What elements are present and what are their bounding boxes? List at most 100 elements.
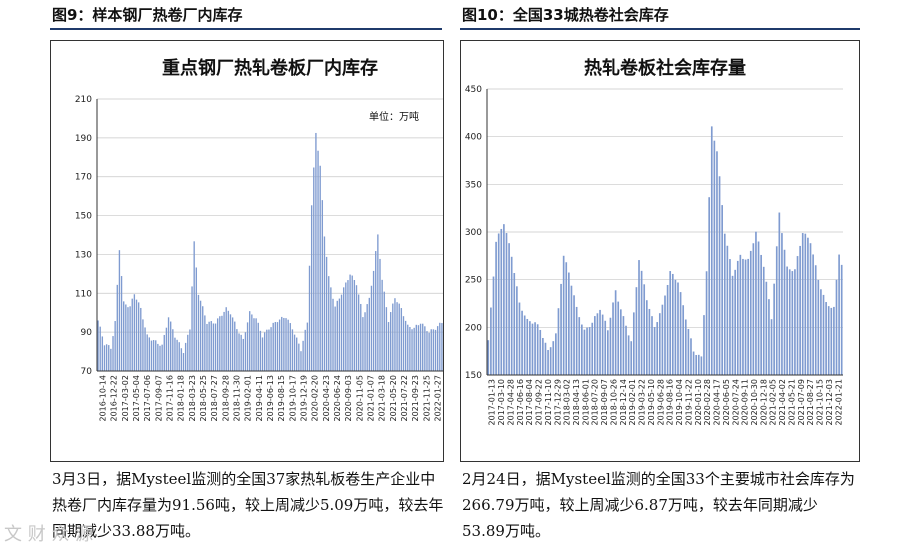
bar (415, 324, 417, 371)
bar (599, 309, 601, 375)
bar (687, 329, 690, 375)
y-tick-label: 150 (465, 371, 482, 381)
bar (268, 329, 270, 371)
x-tick-label: 2019-11-22 (684, 379, 693, 426)
bar (612, 302, 614, 375)
bar (353, 280, 356, 371)
bar (770, 319, 773, 375)
bar (619, 309, 622, 375)
bar (142, 319, 144, 371)
bar (379, 258, 381, 371)
x-tick-label: 2021-10-15 (816, 379, 825, 426)
bar (368, 297, 370, 371)
x-tick-label: 2018-03-02 (563, 379, 572, 426)
bar (565, 262, 568, 375)
bar (197, 294, 200, 371)
x-tick-label: 2022-01-21 (834, 379, 843, 426)
bar (178, 342, 180, 371)
bar (238, 333, 240, 371)
bar (555, 333, 557, 375)
x-tick-label: 2017-05-04 (132, 375, 141, 422)
bar (643, 284, 646, 375)
x-tick-label: 2020-02-20 (311, 375, 320, 422)
x-tick-label: 2017-12-29 (553, 379, 562, 426)
bar (560, 283, 562, 375)
x-tick-label: 2018-10-26 (609, 379, 618, 426)
bar (581, 324, 583, 375)
bar (417, 325, 420, 371)
bar (187, 334, 189, 371)
bar (718, 176, 721, 375)
y-tick-label: 150 (75, 212, 92, 222)
bar (721, 205, 723, 375)
bar (150, 340, 153, 371)
bar (703, 315, 705, 375)
bar (133, 294, 136, 371)
bar (338, 298, 341, 371)
bar (172, 329, 174, 371)
bar (383, 291, 385, 371)
bar (838, 254, 840, 375)
x-tick-label: 2018-03-23 (188, 375, 197, 422)
bar (583, 329, 586, 375)
bar (315, 132, 317, 371)
bar (251, 314, 253, 371)
y-tick-label: 70 (81, 367, 93, 377)
bar (263, 332, 266, 371)
bar (355, 285, 358, 371)
x-tick-label: 2019-03-22 (638, 379, 647, 426)
watermark-logo: 文 财 众 源 (4, 524, 94, 545)
x-tick-label: 2019-10-17 (288, 375, 297, 422)
bar (347, 280, 349, 371)
x-tick-label: 2019-02-01 (244, 375, 253, 422)
bar (325, 256, 328, 371)
bar (204, 315, 206, 371)
x-tick-label: 2017-11-10 (544, 379, 553, 426)
bar (651, 316, 653, 375)
x-tick-label: 2017-09-07 (154, 375, 163, 422)
bar (638, 260, 640, 375)
bar (586, 327, 588, 375)
bar (573, 295, 575, 375)
x-tick-label: 2017-01-13 (488, 379, 497, 426)
chart-title: 热轧卷板社会库存量 (584, 57, 746, 79)
x-tick-label: 2019-12-19 (299, 375, 308, 422)
bar (287, 319, 289, 371)
bar (140, 307, 142, 371)
bar (116, 284, 118, 371)
bar (762, 266, 765, 375)
bar (97, 320, 99, 371)
chart-panel-right: 热轧卷板社会库存量 150 200 250 300 350 400 450 2017-01-13… (460, 40, 860, 462)
bar (278, 319, 281, 371)
bar (575, 306, 578, 375)
bar (609, 317, 612, 375)
x-tick-label: 2021-02-05 (769, 379, 778, 426)
figure-10-label: 图10：全国33城热卷社会库存 (462, 6, 669, 24)
bar (768, 299, 770, 375)
x-tick-label: 2018-05-25 (199, 375, 208, 422)
bar (387, 322, 390, 371)
x-tick-label: 2017-03-10 (497, 379, 506, 426)
x-tick-label: 2017-11-16 (166, 375, 175, 422)
x-tick-label: 2019-02-01 (628, 379, 637, 426)
bar (407, 324, 409, 371)
bar (505, 233, 508, 375)
bar (137, 302, 140, 371)
bar (697, 354, 700, 375)
bar (760, 254, 762, 375)
bar (817, 279, 820, 375)
bar (394, 298, 396, 371)
bar (503, 224, 505, 375)
x-tick-label: 2019-05-10 (647, 379, 656, 426)
bar (114, 321, 116, 371)
y-tick-label: 190 (75, 134, 92, 144)
bar (436, 326, 439, 371)
bar (601, 314, 604, 375)
bar (398, 303, 400, 371)
bar (345, 282, 347, 371)
bar (648, 308, 651, 375)
bar (118, 250, 121, 371)
bar (632, 312, 635, 375)
y-tick-label: 90 (81, 328, 93, 338)
bar (189, 329, 191, 371)
